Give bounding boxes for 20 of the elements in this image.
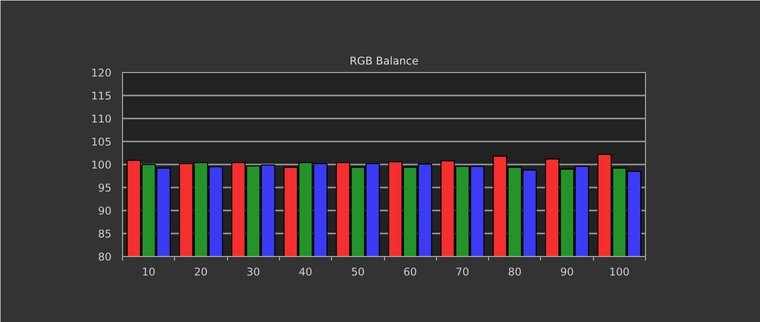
x-tick-label: 80: [508, 266, 522, 278]
x-tick-label: 90: [560, 266, 574, 278]
x-tick-label: 60: [403, 266, 418, 278]
chart-title: RGB Balance: [350, 54, 418, 68]
y-tick-label: 95: [98, 182, 112, 194]
x-tick-label: 10: [142, 266, 156, 278]
y-tick-label: 120: [91, 66, 112, 80]
x-tick-label: 100: [609, 266, 630, 278]
x-tick-label: 30: [246, 266, 260, 278]
x-tick-label: 40: [298, 266, 313, 278]
y-tick-label: 90: [98, 204, 112, 218]
y-tick-label: 80: [98, 250, 112, 264]
y-tick-label: 100: [91, 158, 112, 172]
x-tick-label: 70: [456, 266, 470, 278]
x-tick-label: 50: [351, 266, 365, 278]
x-tick-label: 20: [194, 266, 208, 278]
y-tick-label: 105: [91, 136, 112, 148]
y-tick-label: 85: [98, 228, 112, 240]
y-tick-label: 110: [91, 112, 112, 126]
y-tick-label: 115: [91, 90, 112, 102]
